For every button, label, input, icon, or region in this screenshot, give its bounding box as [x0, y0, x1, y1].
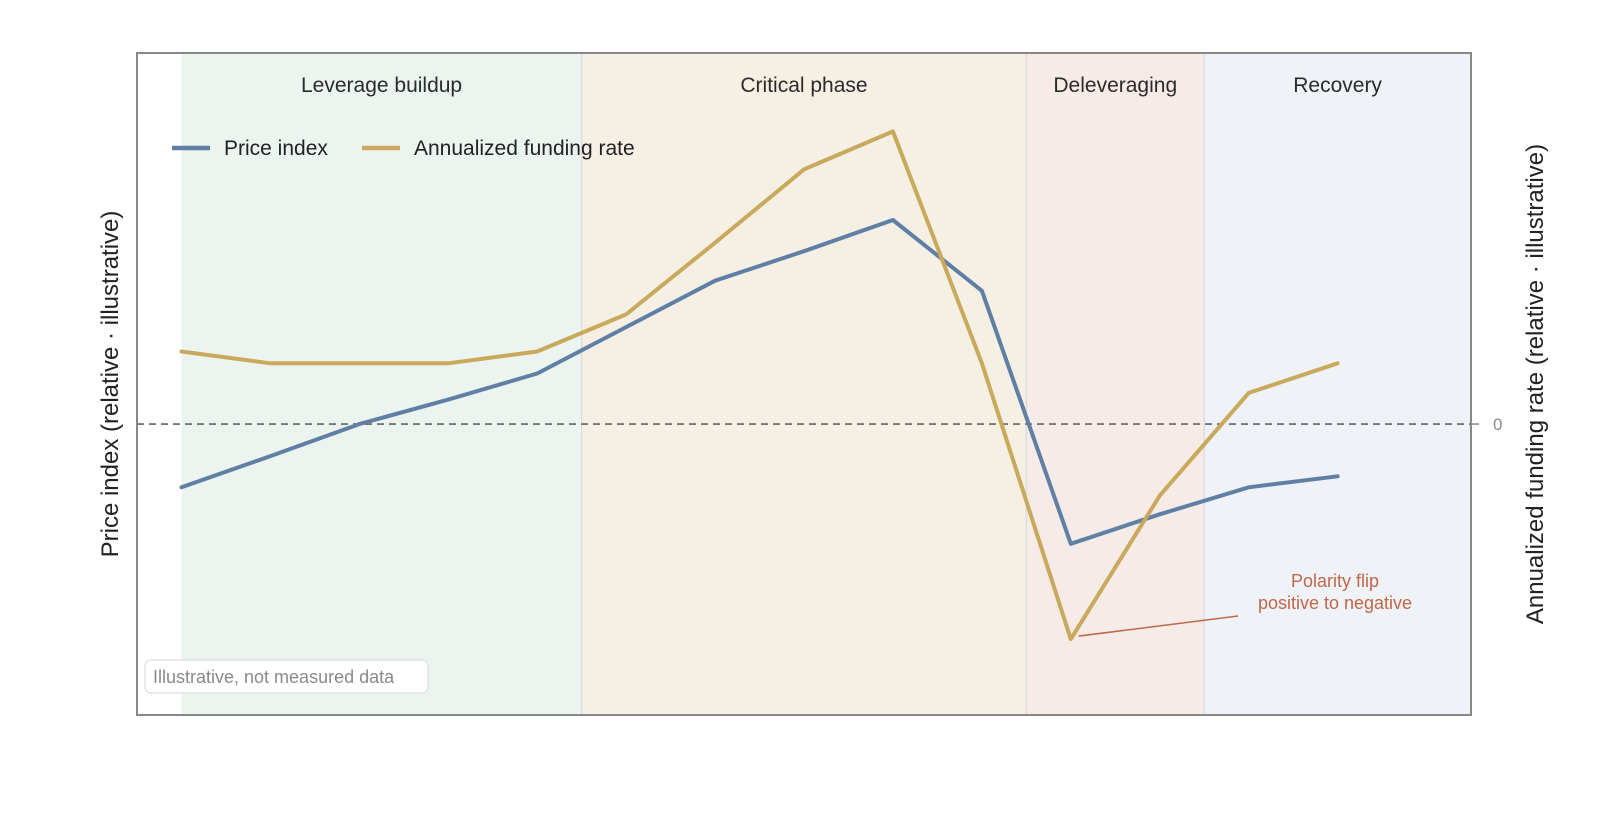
polarity-flip-annotation: Polarity flip positive to negative	[1078, 571, 1412, 637]
y-axis-right-title: Annualized funding rate (relative · illu…	[1522, 144, 1549, 624]
phase-band-deleveraging	[1026, 53, 1205, 715]
phase-backgrounds	[181, 53, 1471, 715]
phase-label-recovery: Recovery	[1293, 74, 1382, 97]
phase-labels: Leverage buildup Critical phase Deleveragi…	[301, 74, 1382, 97]
series-lines	[179, 129, 1340, 642]
right-tick-label: 0	[1493, 415, 1502, 434]
annotation-line-1: Polarity flip	[1291, 571, 1379, 591]
legend-label-price-index: Price index	[224, 137, 328, 160]
phase-label-deleveraging: Deleveraging	[1053, 74, 1177, 97]
phase-band-critical-phase	[581, 53, 1027, 715]
series-line-annualized-funding-rate	[179, 129, 1340, 642]
legend: Price index Annualized funding rate	[172, 137, 635, 160]
phase-band-recovery	[1204, 53, 1471, 715]
illustrative-note: Illustrative, not measured data	[144, 659, 429, 694]
annotation-leader-line	[1078, 615, 1239, 637]
right-axis-ticks: 0	[1471, 415, 1502, 434]
note-box	[144, 659, 429, 694]
note-text: Illustrative, not measured data	[153, 667, 395, 687]
phase-label-critical-phase: Critical phase	[740, 74, 867, 97]
y-axis-left-title: Price index (relative · illustrative)	[97, 211, 124, 558]
plot-frame	[136, 52, 1472, 716]
phase-label-leverage-buildup: Leverage buildup	[301, 74, 462, 97]
legend-label-funding-rate: Annualized funding rate	[414, 137, 635, 160]
phase-band-leverage-buildup	[181, 53, 582, 715]
annotation-line-2: positive to negative	[1258, 593, 1412, 613]
